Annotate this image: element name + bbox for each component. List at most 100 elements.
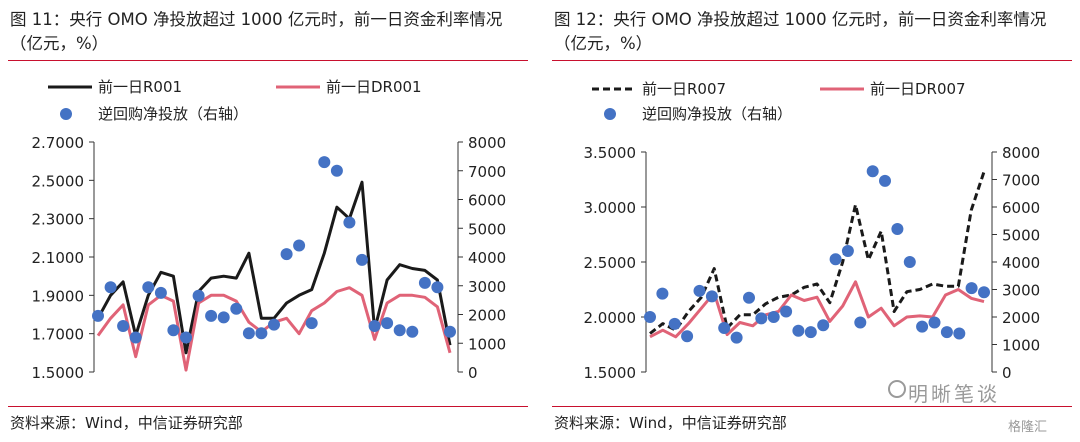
wechat-icon (888, 380, 906, 398)
scatter-point (444, 325, 456, 338)
scatter-point (255, 327, 268, 340)
scatter-point (644, 311, 656, 323)
legend-label: 前一日R001 (98, 78, 182, 96)
scatter-point (681, 330, 694, 343)
scatter-point (916, 320, 929, 333)
scatter-point (368, 320, 381, 332)
scatter-point (318, 156, 331, 169)
chart-panel-11: 图 11：央行 OMO 净投放超过 1000 亿元时，前一日资金利率情况（亿元，… (8, 0, 528, 442)
legend-label: 前一日DR001 (326, 78, 422, 96)
source-note: 资料来源：Wind，中信证券研究部 (554, 414, 787, 432)
scatter-point (978, 286, 990, 299)
scatter-point (953, 327, 966, 340)
right-tick-label: 0 (1002, 364, 1012, 382)
scatter-point (792, 324, 805, 337)
figure-title: 图 11：央行 OMO 净投放超过 1000 亿元时，前一日资金利率情况（亿元，… (10, 10, 503, 53)
scatter-point (940, 326, 953, 339)
right-tick-label: 5000 (1002, 227, 1040, 245)
scatter-point (693, 284, 706, 297)
scatter-point (767, 311, 780, 323)
left-tick-label: 1.5000 (32, 364, 85, 382)
right-tick-label: 2000 (1002, 309, 1040, 327)
legend-swatch (60, 108, 72, 120)
series-line (96, 180, 452, 355)
scatter-point (356, 253, 368, 266)
scatter-point (891, 223, 904, 235)
left-tick-label: 2.7000 (32, 134, 85, 152)
watermark-text: 明晰笔谈 (908, 382, 1000, 406)
left-tick-label: 1.7000 (32, 326, 85, 344)
scatter-point (705, 290, 718, 303)
right-tick-label: 8000 (1002, 144, 1040, 162)
legend-swatch (604, 108, 616, 120)
scatter-point (854, 316, 867, 329)
scatter-point (817, 319, 830, 332)
right-tick-label: 3000 (1002, 282, 1040, 300)
scatter-point (393, 324, 406, 337)
series-line (649, 171, 986, 335)
right-tick-label: 3000 (468, 278, 506, 296)
left-tick-label: 2.3000 (32, 211, 85, 229)
scatter-point (154, 286, 167, 299)
source-divider (552, 406, 1072, 407)
scatter-point (829, 253, 842, 266)
scatter-point (242, 327, 255, 340)
chart-12-svg: 前一日R007 前一日DR007 逆回购净投放（右轴） 1.5000 2.0000 2.5… (584, 80, 1041, 382)
left-tick-label: 2.5000 (32, 172, 85, 190)
scatter-point (730, 331, 743, 344)
watermark-secondary: 格隆汇 (1008, 420, 1048, 435)
right-tick-label: 0 (468, 364, 478, 382)
scatter-point (205, 309, 218, 322)
scatter-point (381, 317, 394, 330)
left-tick-label: 3.0000 (584, 199, 637, 217)
scatter-point (965, 282, 978, 295)
scatter-point (268, 318, 280, 331)
right-tick-label: 1000 (468, 335, 506, 353)
right-tick-label: 6000 (468, 192, 506, 210)
scatter-point (903, 256, 916, 268)
legend-label: 前一日R007 (642, 80, 726, 98)
chart-11-svg: 前一日R001 前一日DR001 逆回购净投放（右轴） 1.5000 1.7000 1.9… (32, 78, 507, 382)
scatter-point (780, 305, 793, 318)
title-divider (552, 60, 1072, 61)
scatter-point (305, 317, 318, 330)
legend-label: 逆回购净投放（右轴） (642, 105, 792, 123)
left-tick-label: 2.1000 (32, 249, 85, 267)
scatter-point (804, 326, 817, 339)
left-tick-label: 1.9000 (32, 287, 85, 305)
scatter-point (293, 239, 306, 252)
right-tick-label: 4000 (468, 249, 506, 267)
scatter-point (104, 281, 117, 294)
right-tick-label: 5000 (468, 220, 506, 238)
left-tick-label: 2.5000 (584, 254, 637, 272)
legend-label: 逆回购净投放（右轴） (98, 105, 248, 123)
right-tick-label: 7000 (468, 163, 506, 181)
scatter-point (743, 291, 755, 304)
scatter-point (180, 331, 192, 344)
right-tick-label: 2000 (468, 307, 506, 325)
legend-label: 前一日DR007 (870, 80, 966, 98)
source-note: 资料来源：Wind，中信证券研究部 (10, 414, 243, 432)
right-tick-label: 1000 (1002, 337, 1040, 355)
right-tick-label: 6000 (1002, 199, 1040, 217)
scatter-point (129, 331, 142, 344)
right-tick-label: 8000 (468, 134, 506, 152)
source-divider (8, 406, 528, 407)
scatter-point (879, 174, 891, 187)
scatter-point (866, 165, 879, 178)
scatter-point (217, 311, 230, 324)
series-line (649, 280, 985, 339)
chart-panel-12: 图 12：央行 OMO 净投放超过 1000 亿元时，前一日资金利率情况（亿元，… (552, 0, 1072, 442)
scatter-point (656, 287, 669, 300)
scatter-point (668, 317, 681, 330)
scatter-point (431, 281, 444, 294)
scatter-point (192, 289, 205, 302)
scatter-point (406, 325, 419, 338)
scatter-point (230, 302, 243, 315)
title-divider (8, 60, 528, 61)
figure-title: 图 12：央行 OMO 净投放超过 1000 亿元时，前一日资金利率情况（亿元，… (554, 10, 1047, 53)
scatter-point (841, 245, 854, 257)
left-tick-label: 2.0000 (584, 309, 637, 327)
scatter-point (343, 216, 356, 229)
scatter-point (142, 281, 155, 294)
